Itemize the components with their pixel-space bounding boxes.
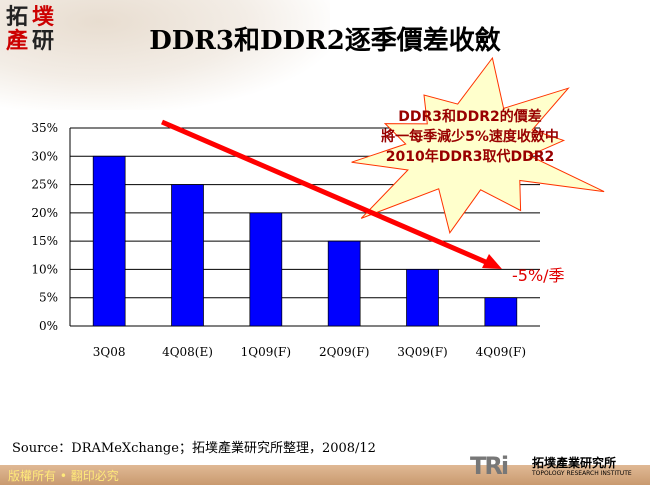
source-note: Source：DRAMeXchange；拓墣產業研究所整理，2008/12 xyxy=(12,441,376,456)
callout-starburst xyxy=(351,56,605,234)
background-map xyxy=(0,0,330,110)
callout-line: 2010年DDR3取代DDR2 xyxy=(385,149,555,165)
copyright: 版權所有 • 翻印必究 xyxy=(8,469,119,483)
trend-arrow xyxy=(161,119,489,266)
bar xyxy=(249,212,283,327)
x-tick-label: 2Q09(F) xyxy=(319,345,369,359)
trend-arrowhead xyxy=(482,254,502,269)
x-tick-label: 4Q09(F) xyxy=(476,345,526,359)
logo-char: 拓 xyxy=(6,5,29,30)
brand-cn: 拓墣產業研究所 xyxy=(532,456,617,470)
bar xyxy=(327,240,361,327)
brand-en: TOPOLOGY RESEARCH INSTITUTE xyxy=(532,470,632,477)
y-tick-label: 20% xyxy=(31,206,58,220)
x-tick-label: 3Q09(F) xyxy=(397,345,447,359)
y-tick-label: 15% xyxy=(31,234,58,248)
y-tick-label: 10% xyxy=(31,262,58,276)
x-tick-label: 3Q08 xyxy=(93,345,126,359)
x-tick-label: 1Q09(F) xyxy=(241,345,291,359)
logo-char: 研 xyxy=(32,29,55,54)
y-tick-label: 30% xyxy=(31,149,58,163)
bar xyxy=(171,184,204,327)
y-tick-label: 25% xyxy=(31,178,58,192)
x-tick-label: 4Q08(E) xyxy=(162,345,213,359)
y-tick-label: 5% xyxy=(39,291,58,305)
y-tick-label: 0% xyxy=(39,319,58,333)
bar xyxy=(406,269,439,327)
y-tick-label: 35% xyxy=(31,121,58,135)
logo-char: 墣 xyxy=(32,5,55,30)
callout-line: 將一每季減少5%速度收斂中 xyxy=(381,129,559,145)
footer-bar: 版權所有 • 翻印必究 xyxy=(0,465,650,485)
logo: 拓 墣 產 研 xyxy=(6,6,62,56)
logo-char: 產 xyxy=(6,29,29,54)
trend-label: -5%/季 xyxy=(512,266,565,285)
callout-line: DDR3和DDR2的價差 xyxy=(398,109,542,125)
callout-text: DDR3和DDR2的價差 將一每季減少5%速度收斂中 2010年DDR3取代DD… xyxy=(340,107,600,167)
bar xyxy=(484,297,518,327)
page-title: DDR3和DDR2逐季價差收斂 xyxy=(149,26,501,56)
bar xyxy=(92,155,126,327)
brand-mark: TRi xyxy=(470,452,509,480)
brand-logo: TRi 拓墣產業研究所 TOPOLOGY RESEARCH INSTITUTE xyxy=(470,452,645,482)
